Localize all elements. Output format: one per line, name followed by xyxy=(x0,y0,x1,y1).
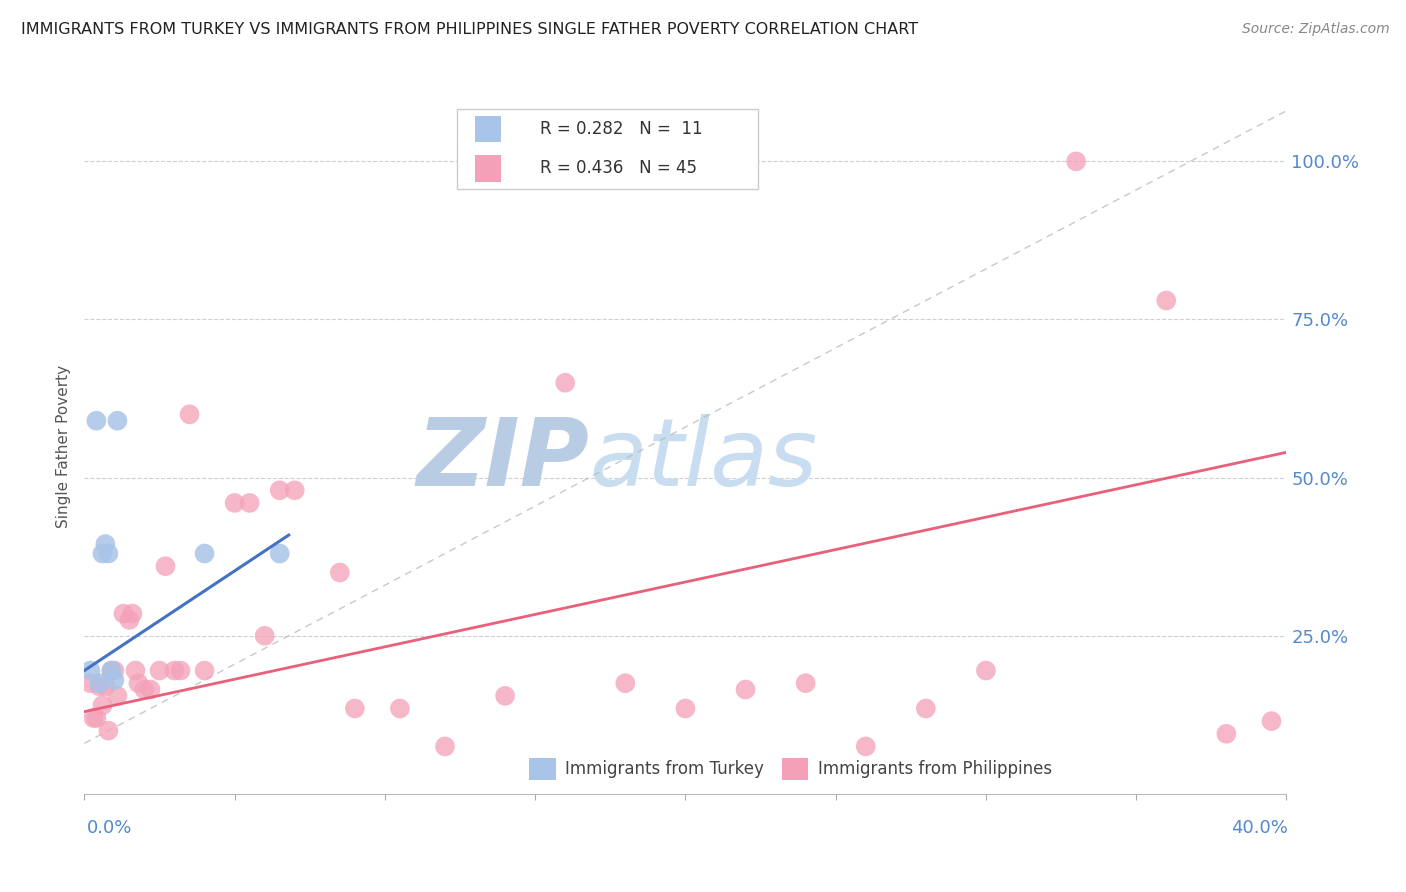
Point xyxy=(1156,293,1178,308)
Point xyxy=(100,664,122,678)
Bar xyxy=(475,155,502,182)
Point xyxy=(494,689,516,703)
Point xyxy=(91,547,114,561)
Point xyxy=(734,682,756,697)
Point xyxy=(343,701,366,715)
Point xyxy=(224,496,246,510)
Text: IMMIGRANTS FROM TURKEY VS IMMIGRANTS FROM PHILIPPINES SINGLE FATHER POVERTY CORR: IMMIGRANTS FROM TURKEY VS IMMIGRANTS FRO… xyxy=(21,22,918,37)
Point xyxy=(155,559,177,574)
Point xyxy=(139,682,162,697)
Point xyxy=(121,607,143,621)
Point xyxy=(329,566,352,580)
Text: Immigrants from Turkey: Immigrants from Turkey xyxy=(565,760,763,778)
Point xyxy=(86,414,108,428)
Point xyxy=(94,537,117,551)
Point xyxy=(107,689,129,703)
Point xyxy=(79,676,101,690)
Point xyxy=(97,547,120,561)
Point xyxy=(614,676,637,690)
Text: 40.0%: 40.0% xyxy=(1232,819,1288,837)
Point xyxy=(269,483,291,498)
Point xyxy=(103,673,125,687)
Y-axis label: Single Father Poverty: Single Father Poverty xyxy=(56,365,72,527)
Point xyxy=(253,629,276,643)
Text: ZIP: ZIP xyxy=(416,414,589,506)
Point xyxy=(163,664,186,678)
Point xyxy=(107,414,129,428)
Point xyxy=(1064,154,1087,169)
Point xyxy=(118,613,141,627)
Point xyxy=(103,664,125,678)
Point xyxy=(794,676,817,690)
Point xyxy=(974,664,997,678)
Point xyxy=(388,701,411,715)
Point xyxy=(134,682,156,697)
Bar xyxy=(457,109,758,188)
Text: atlas: atlas xyxy=(589,415,817,506)
Point xyxy=(855,739,877,754)
Point xyxy=(1215,727,1237,741)
Point xyxy=(100,664,122,678)
Point xyxy=(89,679,111,693)
Point xyxy=(97,723,120,738)
Point xyxy=(194,664,217,678)
Point xyxy=(675,701,697,715)
Text: Source: ZipAtlas.com: Source: ZipAtlas.com xyxy=(1241,22,1389,37)
Point xyxy=(79,664,101,678)
Bar xyxy=(475,115,502,142)
Point xyxy=(112,607,135,621)
Text: R = 0.436   N = 45: R = 0.436 N = 45 xyxy=(540,160,697,178)
Point xyxy=(554,376,576,390)
Point xyxy=(194,547,217,561)
Bar xyxy=(782,757,808,780)
Text: Immigrants from Philippines: Immigrants from Philippines xyxy=(818,760,1052,778)
Point xyxy=(82,711,104,725)
Point xyxy=(94,679,117,693)
Point xyxy=(284,483,307,498)
Point xyxy=(91,698,114,713)
Point xyxy=(89,676,111,690)
Point xyxy=(915,701,938,715)
Point xyxy=(169,664,191,678)
Bar xyxy=(529,757,555,780)
Point xyxy=(148,664,170,678)
Text: 0.0%: 0.0% xyxy=(87,819,132,837)
Point xyxy=(269,547,291,561)
Point xyxy=(434,739,457,754)
Text: R = 0.282   N =  11: R = 0.282 N = 11 xyxy=(540,120,703,137)
Point xyxy=(124,664,146,678)
Point xyxy=(127,676,149,690)
Point xyxy=(239,496,262,510)
Point xyxy=(179,408,201,422)
Point xyxy=(86,711,108,725)
Point xyxy=(1260,714,1282,728)
